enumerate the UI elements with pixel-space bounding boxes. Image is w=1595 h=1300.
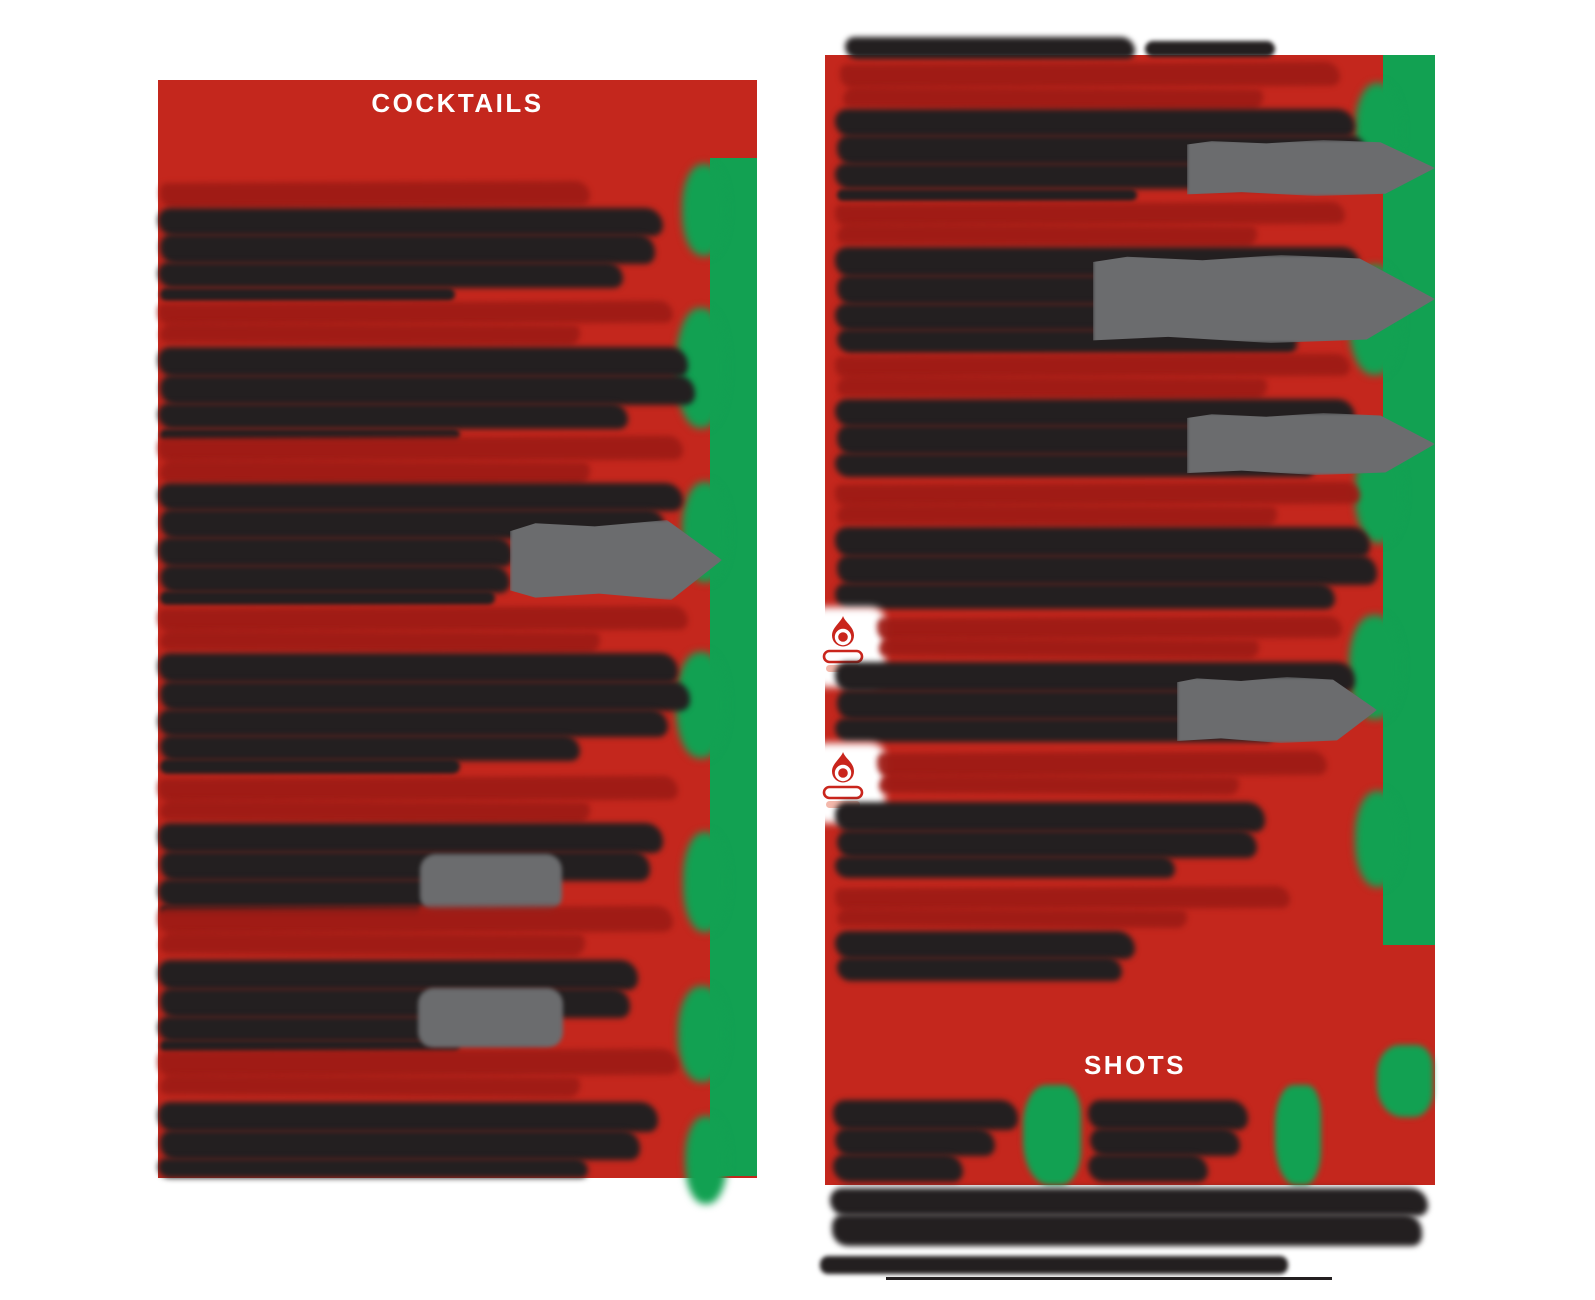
item-title-redacted [158, 775, 678, 803]
item-text-redacted [160, 681, 690, 711]
item-title-redacted [160, 629, 600, 653]
badge-pill [420, 854, 562, 912]
ribbon-arrow-icon [1093, 255, 1435, 343]
badge-pill [418, 988, 563, 1048]
item-text-redacted [835, 583, 1335, 609]
item-text-redacted [158, 823, 663, 853]
item-text-redacted [837, 555, 1377, 585]
ribbon-arrow-icon [1187, 413, 1435, 475]
shots-heading: SHOTS [1083, 1050, 1187, 1080]
price-redacted [1275, 1085, 1321, 1185]
item-text-redacted [1145, 41, 1275, 57]
item-title-redacted [835, 481, 1360, 507]
item-text-redacted [160, 591, 495, 605]
item-title-redacted [837, 223, 1257, 247]
item-text-redacted [837, 189, 1137, 201]
cocktails-heading: COCKTAILS [371, 88, 544, 118]
price-redacted [683, 832, 727, 932]
item-title-redacted [160, 180, 590, 208]
item-title-redacted [160, 322, 580, 346]
item-text-redacted [160, 759, 460, 774]
item-text-redacted [158, 483, 683, 511]
item-text-redacted [1088, 1154, 1208, 1182]
item-text-redacted [158, 262, 623, 288]
item-text-redacted [835, 109, 1355, 137]
item-text-redacted [158, 347, 688, 377]
disclaimer-text-redacted [832, 1214, 1422, 1246]
item-title-redacted [158, 300, 673, 326]
item-title-redacted [879, 774, 1239, 796]
item-title-redacted [158, 1048, 678, 1078]
item-text-redacted [158, 709, 668, 737]
price-redacted [678, 986, 726, 1082]
item-title-redacted [840, 61, 1340, 89]
item-text-redacted [160, 375, 695, 405]
price-redacted [1355, 791, 1401, 887]
item-title-redacted [160, 931, 585, 957]
price-redacted [1023, 1085, 1081, 1185]
item-text-redacted [160, 234, 655, 264]
item-text-redacted [158, 1158, 588, 1178]
item-title-redacted [160, 459, 590, 485]
price-redacted [1377, 1045, 1433, 1117]
item-title-redacted [160, 1074, 580, 1098]
item-title-redacted [158, 605, 688, 633]
right-menu-panel: SHOTS [811, 37, 1435, 1185]
item-title-redacted [877, 750, 1327, 778]
price-redacted [682, 164, 726, 256]
item-text-redacted [845, 37, 1135, 59]
item-text-redacted [833, 1100, 1018, 1130]
item-text-redacted [1088, 1100, 1248, 1130]
item-text-redacted [160, 1130, 640, 1160]
item-text-redacted [158, 653, 678, 683]
item-title-redacted [160, 799, 590, 823]
item-text-redacted [160, 851, 650, 881]
item-text-redacted [160, 565, 510, 593]
item-title-redacted [877, 615, 1342, 641]
disclaimer-text-redacted [830, 1188, 1428, 1216]
item-title-redacted [158, 905, 673, 935]
item-text-redacted [837, 957, 1122, 981]
item-text-redacted [158, 1102, 658, 1132]
cocktails-panel: COCKTAILS [158, 80, 757, 1204]
ribbon-arrow-icon [1177, 677, 1377, 743]
ribbon-arrow-icon [1187, 140, 1435, 196]
item-text-redacted [837, 830, 1257, 858]
item-text-redacted [835, 1128, 995, 1156]
item-text-redacted [833, 1154, 963, 1182]
item-text-redacted [835, 856, 1175, 878]
item-text-redacted [835, 931, 1135, 959]
item-text-redacted [1090, 1128, 1240, 1156]
item-text-redacted [160, 288, 455, 301]
item-text-redacted [160, 735, 580, 761]
item-title-redacted [835, 353, 1350, 379]
item-text-redacted [158, 403, 628, 429]
item-text-redacted [160, 1040, 460, 1052]
item-text-redacted [158, 960, 638, 990]
price-redacted [685, 1116, 727, 1204]
item-title-redacted [835, 201, 1345, 227]
item-text-redacted [835, 802, 1265, 832]
item-title-redacted [158, 435, 683, 463]
item-title-redacted [837, 503, 1277, 527]
item-title-redacted [843, 86, 1263, 110]
item-title-redacted [837, 375, 1267, 399]
item-text-redacted [158, 208, 663, 236]
divider-line [886, 1277, 1332, 1280]
disclaimer-text-redacted [820, 1256, 1288, 1274]
item-title-redacted [835, 885, 1290, 911]
item-text-redacted [158, 537, 513, 567]
item-title-redacted [837, 907, 1187, 929]
item-text-redacted [835, 527, 1370, 557]
item-title-redacted [879, 637, 1259, 659]
